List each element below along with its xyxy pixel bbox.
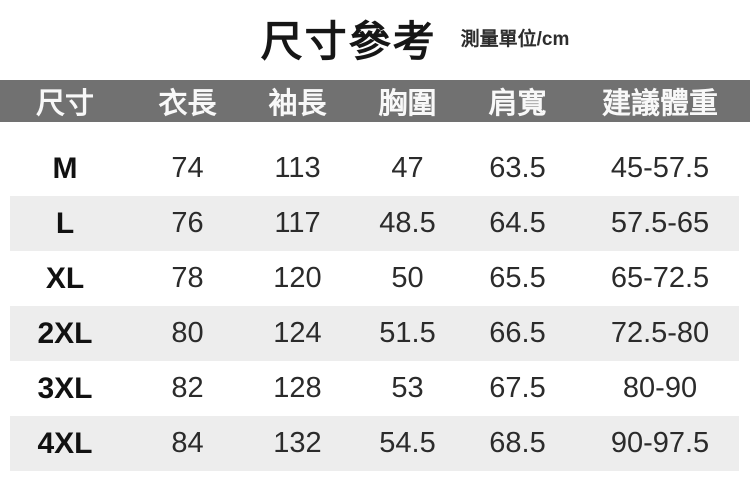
header-cell-shoulder: 肩寬	[488, 88, 547, 120]
cell-sleeve: 113	[274, 152, 321, 184]
cell-chest: 54.5	[379, 427, 436, 459]
table-row-2xl: 2XL 80 124 51.5 66.5 72.5-80	[0, 306, 750, 361]
header-cell-length: 衣長	[158, 88, 217, 120]
cell-chest: 50	[391, 262, 424, 294]
header-cell-sleeve: 袖長	[268, 88, 327, 120]
cell-weight: 80-90	[622, 372, 698, 404]
table-row-3xl: 3XL 82 128 53 67.5 80-90	[0, 361, 750, 416]
cell-size: L	[55, 206, 75, 240]
header-cell-weight: 建議體重	[601, 88, 718, 120]
cell-length: 76	[171, 207, 204, 239]
cell-sleeve: 132	[273, 427, 322, 459]
cell-weight: 65-72.5	[610, 262, 710, 294]
cell-sleeve: 124	[273, 317, 322, 349]
cell-shoulder: 67.5	[489, 372, 546, 404]
cell-sleeve: 117	[274, 207, 321, 239]
cell-weight: 45-57.5	[610, 152, 710, 184]
cell-size: 4XL	[37, 426, 93, 460]
cell-size: XL	[45, 261, 85, 295]
cell-shoulder: 63.5	[489, 152, 546, 184]
cell-length: 80	[171, 317, 204, 349]
cell-shoulder: 66.5	[489, 317, 546, 349]
cell-length: 74	[171, 152, 204, 184]
cell-length: 84	[171, 427, 204, 459]
cell-shoulder: 64.5	[489, 207, 546, 239]
size-table: 尺寸 衣長 袖長 胸圍 肩寬 建議體重 M 74 113 47 63.5 45-…	[0, 80, 750, 471]
cell-chest: 51.5	[379, 317, 436, 349]
cell-size: M	[52, 151, 78, 185]
cell-chest: 47	[391, 152, 424, 184]
header-cell-size: 尺寸	[35, 88, 94, 120]
cell-size: 2XL	[37, 316, 93, 350]
cell-length: 78	[171, 262, 204, 294]
cell-chest: 53	[391, 372, 424, 404]
table-row-xl: XL 78 120 50 65.5 65-72.5	[0, 251, 750, 306]
cell-weight: 72.5-80	[610, 317, 710, 349]
cell-weight: 90-97.5	[610, 427, 710, 459]
table-body: M 74 113 47 63.5 45-57.5 L 76 117 48.5 6…	[0, 141, 750, 471]
table-row-l: L 76 117 48.5 64.5 57.5-65	[0, 196, 750, 251]
cell-weight: 57.5-65	[610, 207, 710, 239]
table-header-row: 尺寸 衣長 袖長 胸圍 肩寬 建議體重	[0, 80, 750, 122]
table-row-4xl: 4XL 84 132 54.5 68.5 90-97.5	[0, 416, 750, 471]
measurement-unit-note: 測量單位/cm	[460, 28, 570, 50]
table-row-m: M 74 113 47 63.5 45-57.5	[0, 141, 750, 196]
page-title: 尺寸參考	[260, 17, 437, 65]
cell-size: 3XL	[37, 371, 93, 405]
cell-sleeve: 128	[273, 372, 322, 404]
cell-chest: 48.5	[379, 207, 436, 239]
header-cell-chest: 胸圍	[378, 88, 437, 120]
cell-length: 82	[171, 372, 204, 404]
cell-shoulder: 68.5	[489, 427, 546, 459]
cell-shoulder: 65.5	[489, 262, 546, 294]
cell-sleeve: 120	[273, 262, 322, 294]
title-row: 尺寸參考 測量單位/cm	[0, 0, 750, 80]
